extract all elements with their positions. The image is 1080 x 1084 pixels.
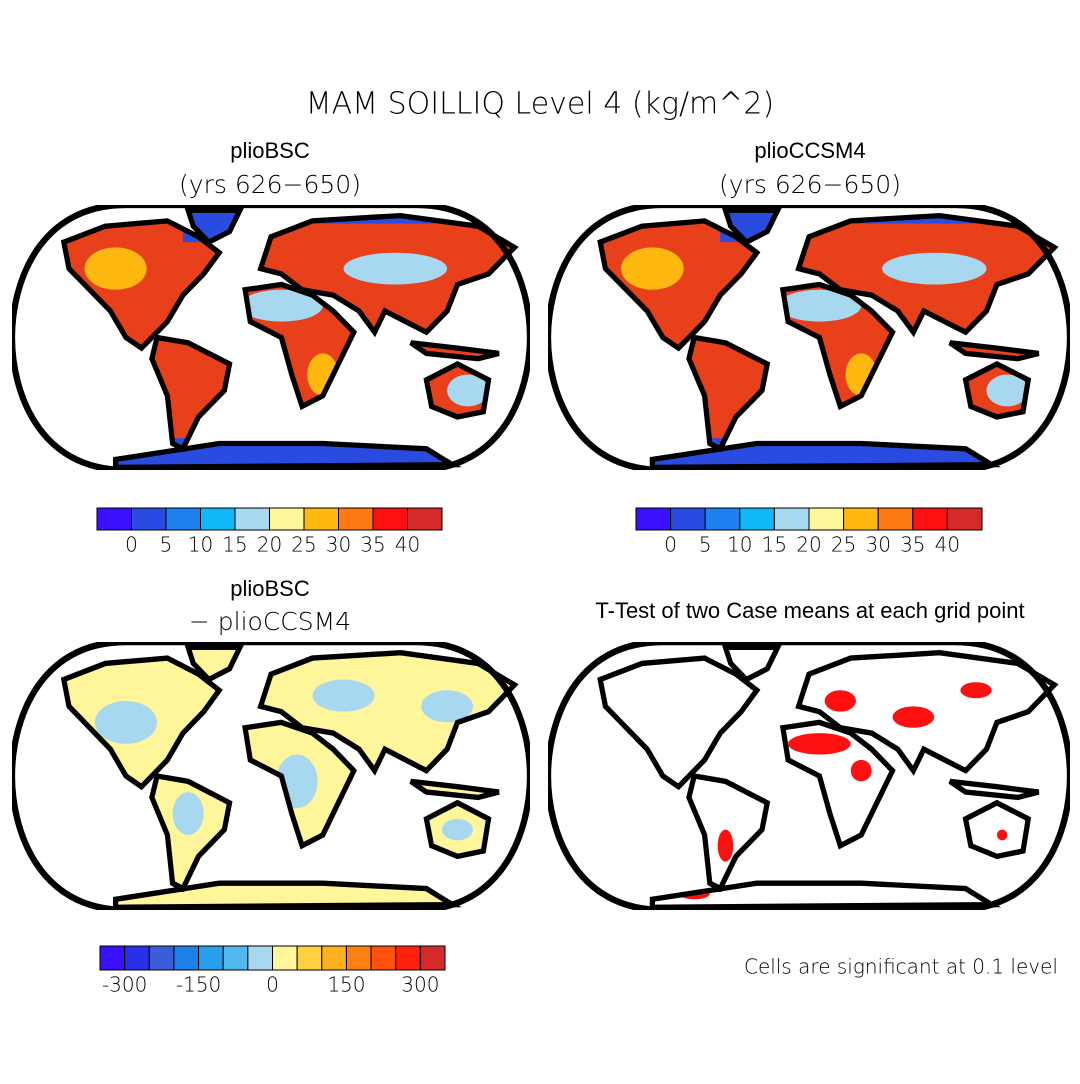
colorbar-tick-label: 0: [125, 533, 138, 557]
colorbar-box: [165, 507, 201, 531]
colorbar-tick-label: 15: [222, 533, 247, 557]
colorbar-box: [200, 507, 236, 531]
colorbar-tick-label: 25: [291, 533, 316, 557]
colorbar-box: [345, 945, 372, 971]
note: Cells are significant at 0.1 level: [744, 955, 1058, 979]
colorbar-tick-label: 40: [935, 533, 960, 557]
colorbar-tick-label: 5: [160, 533, 173, 557]
colorbar-box: [635, 507, 672, 531]
colorbar-box: [407, 507, 443, 531]
colorbar-box: [946, 507, 983, 531]
colorbar-tick-label: 5: [699, 533, 712, 557]
colorbar-box: [247, 945, 274, 971]
colorbar-box: [419, 945, 446, 971]
colorbar-box: [739, 507, 775, 531]
panel-title: plioCCSM4: [754, 138, 865, 163]
colorbar-box: [173, 945, 200, 971]
map: [548, 642, 1070, 910]
colorbar-box: [877, 507, 914, 531]
colorbar-tick-label: 30: [865, 533, 890, 557]
colorbar-box: [272, 945, 298, 971]
colorbar-tick-label: -300: [102, 973, 147, 997]
colorbar-box: [321, 945, 347, 971]
colorbar-tick-label: 0: [266, 973, 279, 997]
colorbar-box: [370, 945, 397, 971]
colorbar-box: [269, 507, 305, 531]
colorbar-tick-label: 20: [257, 533, 282, 557]
colorbar-box: [296, 945, 323, 971]
colorbar-box: [395, 945, 421, 971]
colorbar-box: [96, 507, 132, 531]
colorbar-tick-label: 300: [401, 973, 439, 997]
colorbar-tick-label: 30: [326, 533, 351, 557]
colorbar-box: [704, 507, 741, 531]
colorbar-box: [773, 507, 810, 531]
map: [12, 205, 530, 470]
panel-title: plioBSC: [230, 576, 310, 601]
figure-title: MAM SOILLIQ Level 4 (kg/m^2): [306, 87, 774, 122]
panel-subtitle: (yrs 626−650): [719, 170, 901, 199]
colorbar-tick-label: -150: [176, 973, 221, 997]
colorbar-box: [670, 507, 706, 531]
colorbar-box: [234, 507, 270, 531]
colorbar-tick-label: 15: [762, 533, 787, 557]
colorbar-box: [372, 507, 408, 531]
colorbar-box: [912, 507, 948, 531]
colorbar-box: [198, 945, 224, 971]
colorbar-box: [303, 507, 339, 531]
colorbar-box: [222, 945, 249, 971]
colorbar-box: [148, 945, 175, 971]
map: [548, 205, 1070, 470]
colorbar-tick-label: 10: [727, 533, 752, 557]
colorbar-box: [131, 507, 167, 531]
colorbar-tick-label: 40: [395, 533, 420, 557]
panel-title: plioBSC: [230, 138, 310, 163]
colorbar-tick-label: 25: [831, 533, 856, 557]
colorbar-box: [843, 507, 879, 531]
colorbar-box: [99, 945, 126, 971]
colorbar-box: [338, 507, 374, 531]
colorbar-tick-label: 35: [900, 533, 925, 557]
colorbar-tick-label: 150: [327, 973, 365, 997]
colorbar-tick-label: 0: [664, 533, 677, 557]
colorbar-tick-label: 20: [796, 533, 821, 557]
colorbar-box: [808, 507, 845, 531]
panel-title: T-Test of two Case means at each grid po…: [595, 598, 1024, 623]
colorbar-tick-label: 10: [188, 533, 213, 557]
map: [12, 642, 530, 910]
panel-subtitle: (yrs 626−650): [179, 170, 361, 199]
colorbar-tick-label: 35: [360, 533, 385, 557]
panel-subtitle: − plioCCSM4: [189, 607, 351, 636]
colorbar-box: [124, 945, 150, 971]
